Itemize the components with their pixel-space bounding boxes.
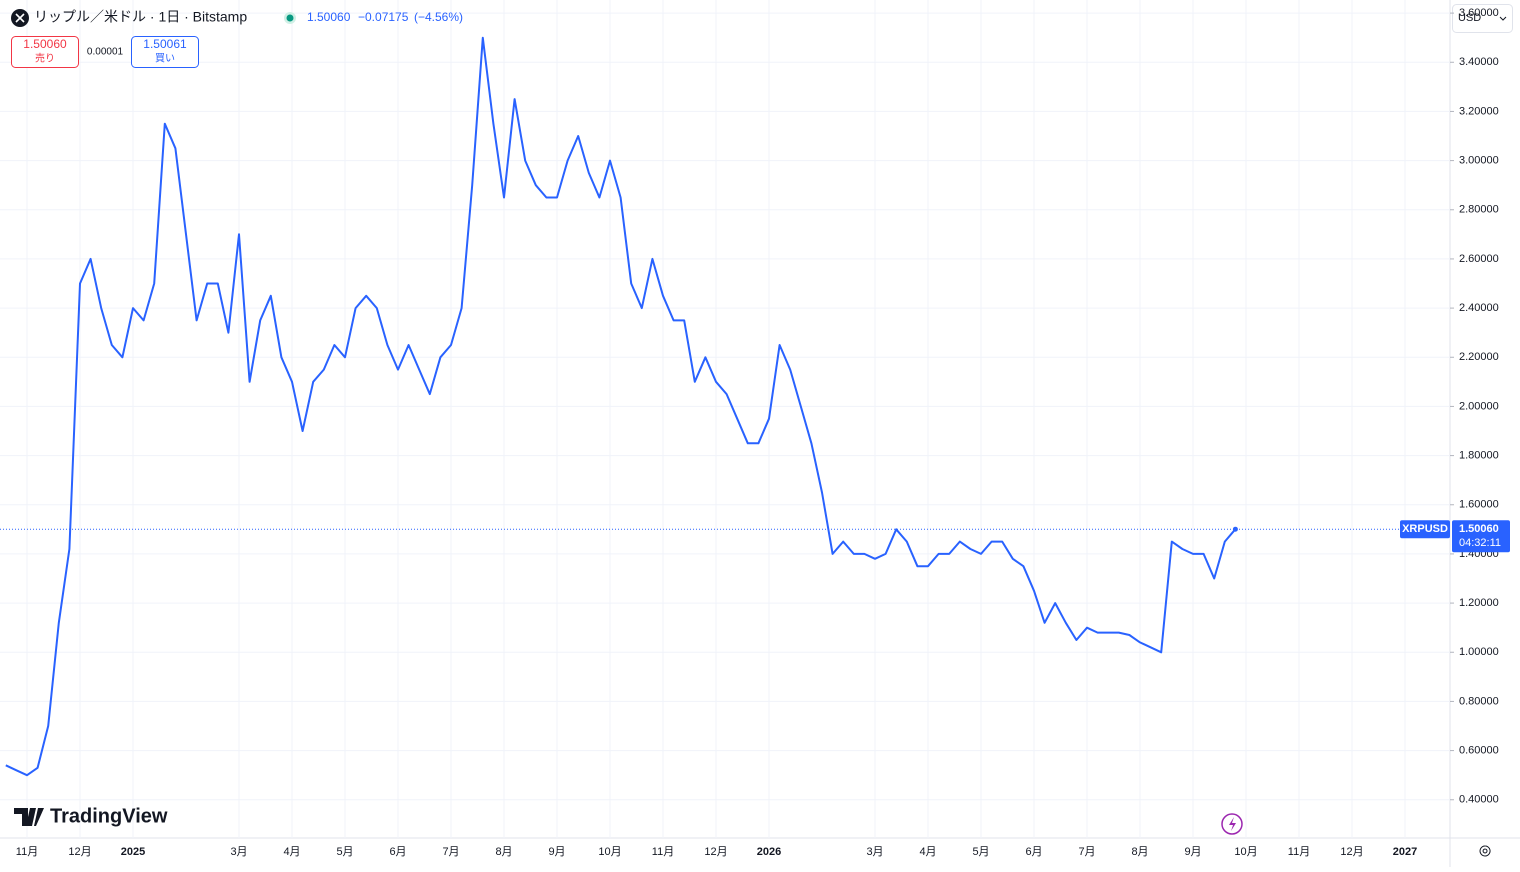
x-tick-label: 11月	[652, 846, 674, 858]
x-tick-label: 2027	[1393, 846, 1417, 858]
x-tick-label: 12月	[68, 846, 91, 858]
x-tick-label: 11月	[16, 846, 38, 858]
symbol-icon-mark	[15, 13, 25, 23]
countdown: 04:32:11	[1459, 537, 1501, 549]
sell-button[interactable]	[11, 36, 79, 68]
settings-icon[interactable]	[1479, 845, 1491, 857]
x-tick-label: 12月	[704, 846, 727, 858]
x-tick-label: 2026	[757, 846, 781, 858]
y-tick-label: 0.60000	[1459, 744, 1499, 756]
x-tick-label: 4月	[919, 846, 936, 858]
price-line	[5, 36, 1237, 777]
plot	[0, 0, 1450, 838]
buy-price[interactable]: 1.50061	[143, 37, 187, 51]
currency-select[interactable]	[1452, 4, 1513, 33]
symbol-tag	[1400, 520, 1450, 539]
x-tick-label: 6月	[1025, 846, 1042, 858]
buy-button[interactable]	[131, 36, 199, 68]
y-tick-label: 1.20000	[1459, 597, 1499, 609]
x-tick-label: 7月	[1078, 846, 1095, 858]
last-point	[1232, 526, 1238, 532]
y-tick-label: 1.00000	[1459, 646, 1499, 658]
x-tick-label: 7月	[442, 846, 459, 858]
price-tag-label: 1.50060	[1459, 523, 1499, 535]
price-tag	[1452, 520, 1510, 553]
header-price: 1.50060	[307, 10, 351, 24]
logo-text: TradingView	[50, 805, 168, 827]
spread: 0.00001	[87, 47, 124, 58]
x-tick-label: 9月	[548, 846, 565, 858]
event-icon-bolt[interactable]	[1229, 817, 1236, 831]
x-tick-label: 8月	[495, 846, 512, 858]
x-tick-label: 4月	[283, 846, 300, 858]
currency[interactable]: USD	[1458, 12, 1481, 24]
x-tick-label: 5月	[972, 846, 989, 858]
y-tick-label: 2.80000	[1459, 204, 1499, 216]
x-tick-label: 6月	[389, 846, 406, 858]
y-tick-label: 3.20000	[1459, 105, 1499, 117]
x-tick-label: 9月	[1184, 846, 1201, 858]
y-tick-label: 2.60000	[1459, 253, 1499, 265]
symbol-tag-label: XRPUSD	[1402, 523, 1448, 535]
y-tick-label: 1.80000	[1459, 449, 1499, 461]
x-tick-label: 5月	[336, 846, 353, 858]
y-tick-label: 3.60000	[1459, 7, 1499, 19]
status-dot	[286, 14, 294, 22]
x-tick-label: 3月	[230, 846, 247, 858]
y-tick-label: 2.40000	[1459, 302, 1499, 314]
x-tick-label: 12月	[1340, 846, 1363, 858]
x-tick-label: 3月	[866, 846, 883, 858]
y-tick-label: 3.40000	[1459, 56, 1499, 68]
y-tick-label: 2.00000	[1459, 400, 1499, 412]
sell-price[interactable]: 1.50060	[23, 37, 67, 51]
x-tick-label: 8月	[1131, 846, 1148, 858]
header-change: −0.07175	[358, 10, 409, 24]
y-tick-label: 2.20000	[1459, 351, 1499, 363]
x-tick-label: 10月	[1234, 846, 1257, 858]
x-tick-label: 10月	[598, 846, 621, 858]
header-change-pct: (−4.56%)	[414, 10, 463, 24]
logo-icon	[14, 808, 44, 826]
y-tick-label: 1.60000	[1459, 499, 1499, 511]
dropdown-caret[interactable]	[1499, 16, 1507, 21]
buy-label[interactable]: 買い	[155, 53, 175, 65]
price-axis-panel	[1450, 0, 1520, 867]
x-tick-label: 2025	[121, 846, 145, 858]
y-tick-label: 0.80000	[1459, 695, 1499, 707]
y-tick-label: 0.40000	[1459, 794, 1499, 806]
y-tick-label: 3.00000	[1459, 155, 1499, 167]
symbol-title: リップル／米ドル · 1日 · Bitstamp	[34, 9, 247, 25]
x-tick-label: 11月	[1288, 846, 1310, 858]
sell-label[interactable]: 売り	[35, 52, 55, 65]
